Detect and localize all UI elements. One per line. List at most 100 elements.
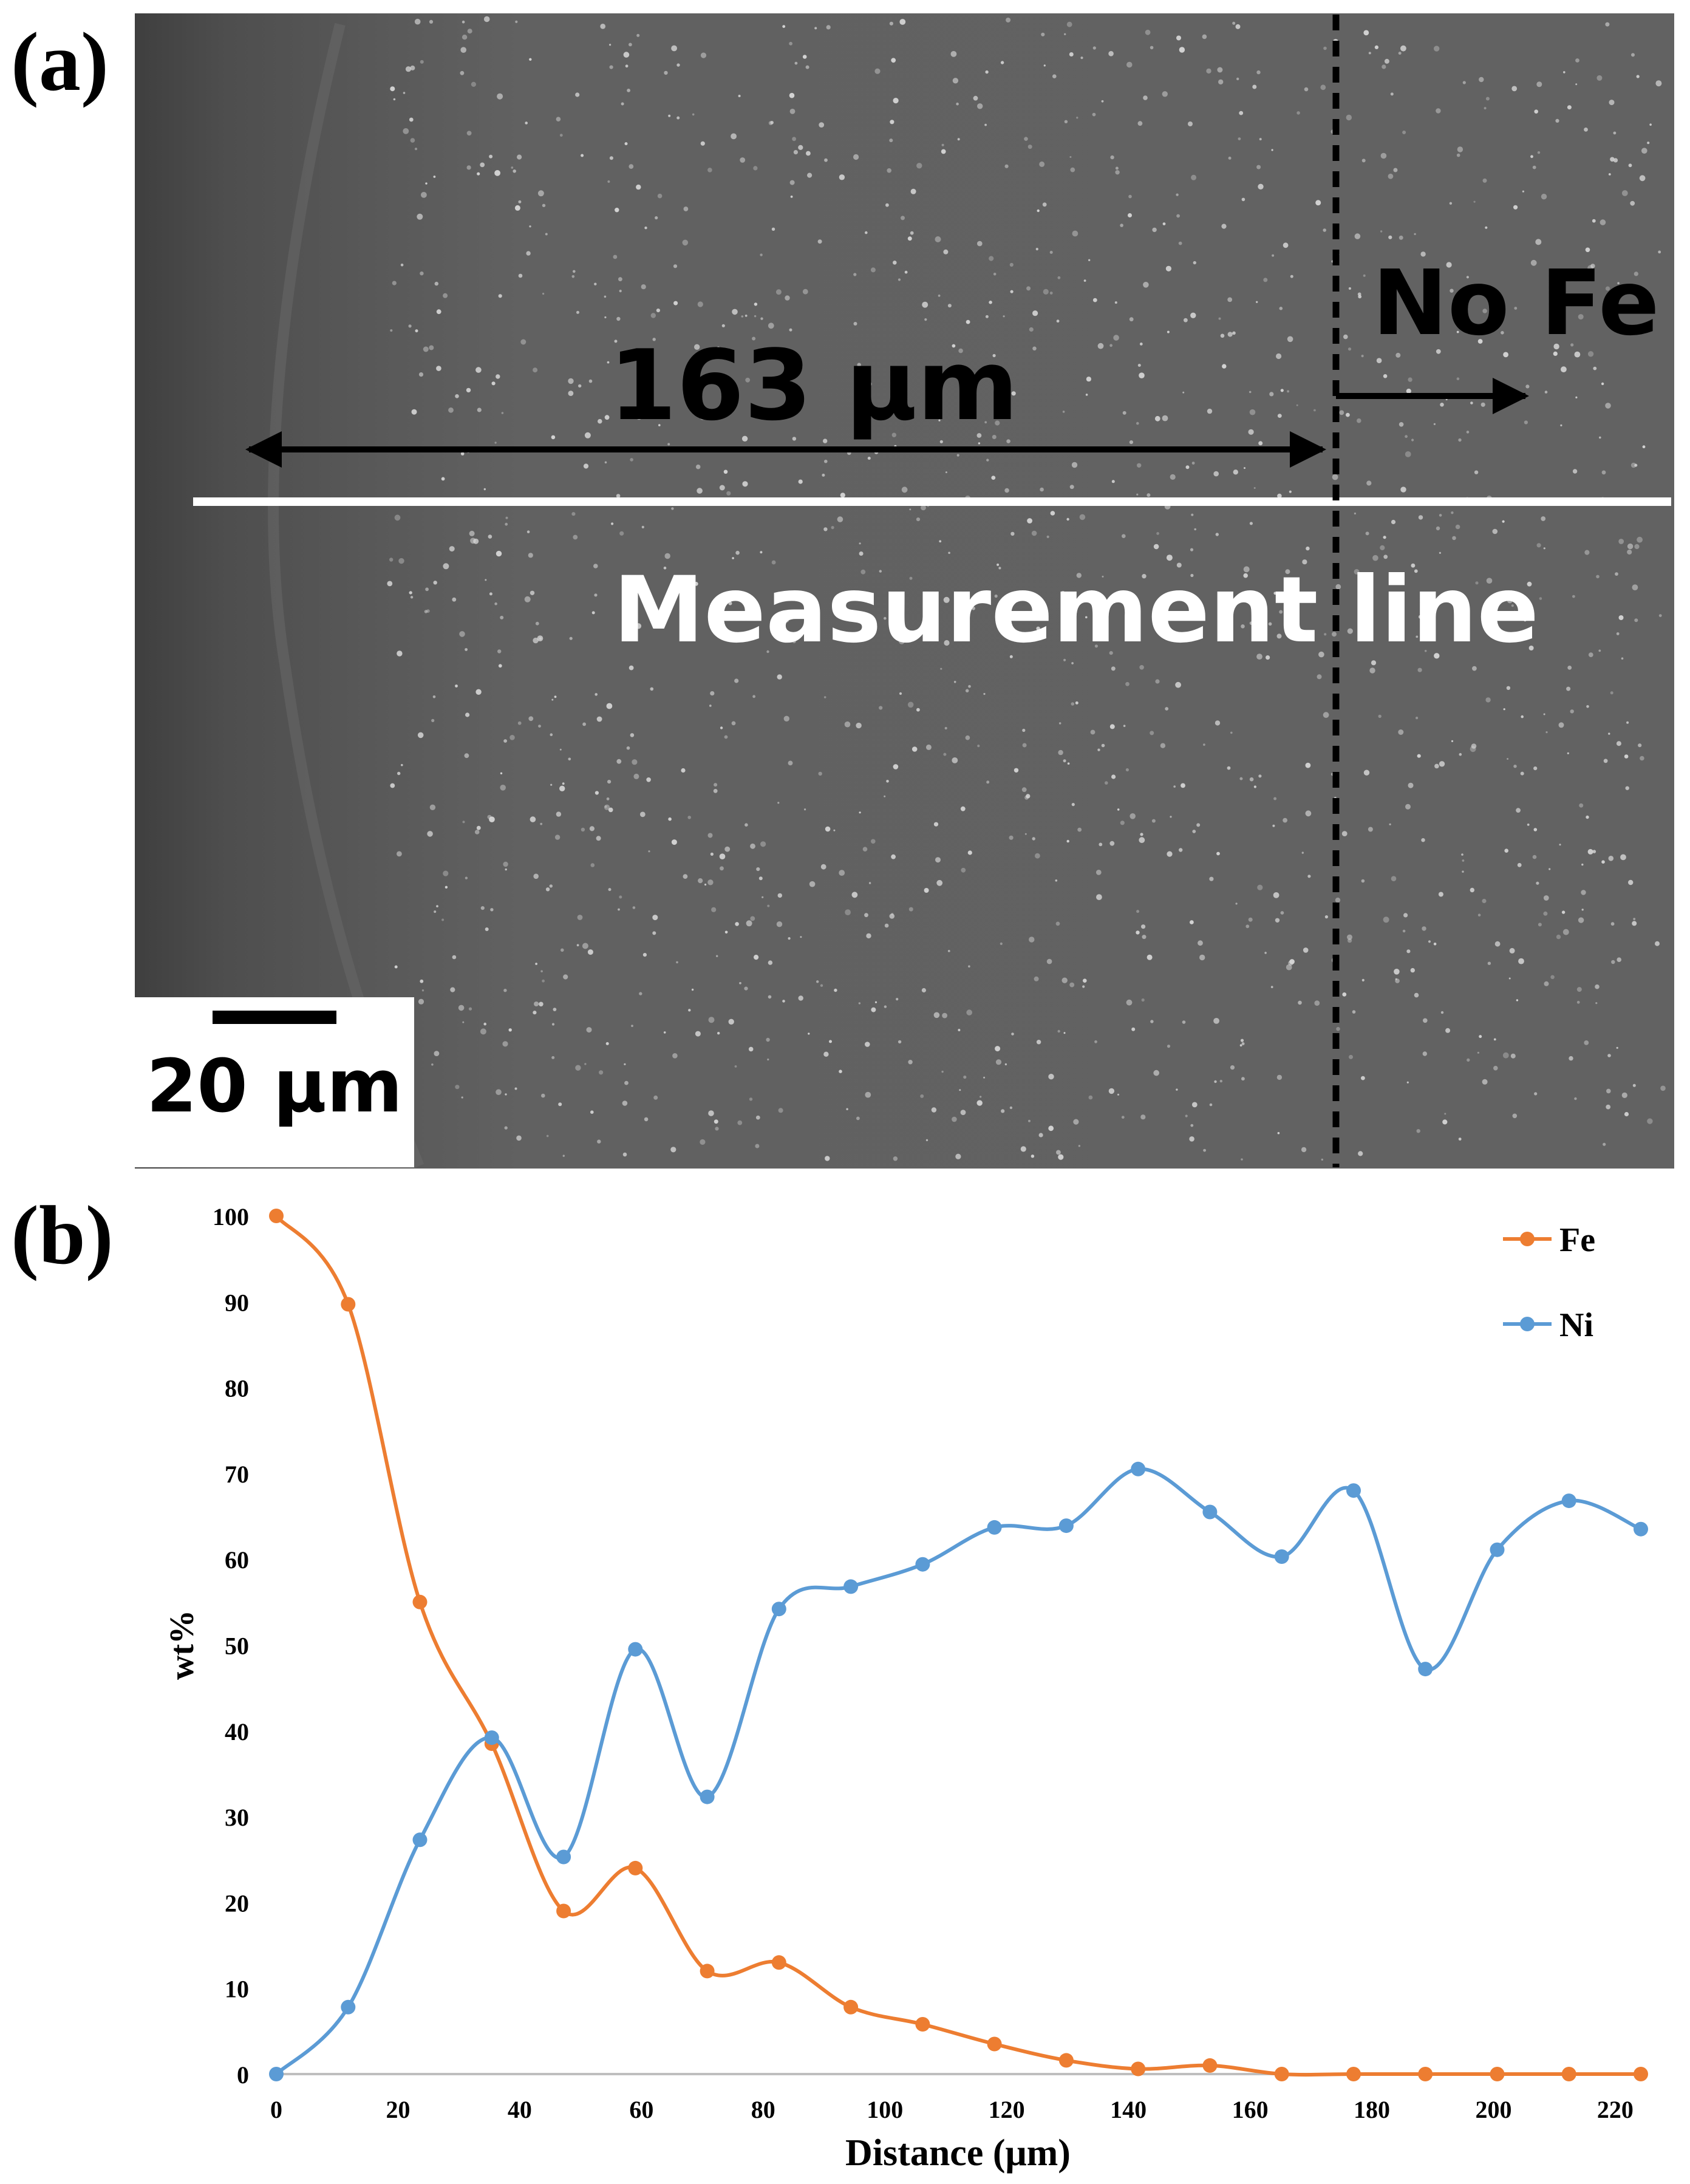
micrograph-speckle xyxy=(1442,1119,1448,1125)
micrograph-speckle xyxy=(1610,691,1613,695)
micrograph-speckle xyxy=(851,892,858,898)
micrograph-speckle xyxy=(1083,978,1087,983)
micrograph-speckle xyxy=(1182,1020,1186,1024)
micrograph-speckle xyxy=(884,616,887,620)
micrograph-speckle xyxy=(1461,853,1463,856)
micrograph-speckle xyxy=(1046,535,1049,539)
micrograph-speckle xyxy=(508,1028,512,1032)
micrograph-speckle xyxy=(756,867,760,872)
micrograph-speckle xyxy=(466,165,471,170)
micrograph-speckle xyxy=(950,51,957,57)
micrograph-speckle xyxy=(1056,1150,1061,1155)
micrograph-speckle xyxy=(390,783,395,788)
micrograph-speckle xyxy=(976,1100,983,1106)
micrograph-speckle xyxy=(1360,626,1365,630)
micrograph-speckle xyxy=(714,783,718,787)
micrograph-speckle xyxy=(641,284,646,290)
micrograph-speckle xyxy=(542,979,545,983)
micrograph-speckle xyxy=(1136,910,1140,913)
micrograph-speckle xyxy=(641,525,644,529)
panel-b: (b) 0 10 20 30 40 50 60 70 80 90 100 0 20 40 60 80 100 1… xyxy=(11,1189,1648,2174)
micrograph-speckle xyxy=(455,394,459,398)
micrograph-speckle xyxy=(673,264,678,268)
micrograph-speckle xyxy=(554,695,557,698)
micrograph-speckle xyxy=(1203,1148,1206,1152)
micrograph-speckle xyxy=(1581,909,1584,911)
micrograph-speckle xyxy=(1543,547,1545,550)
micrograph-speckle xyxy=(726,491,731,496)
series-layer xyxy=(269,1209,1648,2081)
micrograph xyxy=(135,13,1674,1169)
micrograph-speckle xyxy=(824,158,828,162)
micrograph-speckle xyxy=(1493,1038,1496,1041)
micrograph-speckle xyxy=(469,530,475,536)
micrograph-speckle xyxy=(420,60,424,64)
micrograph-speckle xyxy=(460,70,465,75)
micrograph-speckle xyxy=(1151,819,1156,823)
micrograph-speckles xyxy=(387,16,1666,1161)
micrograph-speckle xyxy=(1253,785,1256,788)
series-line-fe xyxy=(274,1215,1641,2077)
micrograph-speckle xyxy=(1230,731,1233,734)
micrograph-speckle xyxy=(1530,155,1533,159)
micrograph-speckle xyxy=(1021,787,1027,793)
data-point-fe xyxy=(987,2036,1002,2052)
micrograph-speckle xyxy=(798,479,803,484)
micrograph-speckle xyxy=(1439,551,1441,555)
micrograph-speckle xyxy=(1342,992,1347,997)
micrograph-speckle xyxy=(1296,111,1300,115)
micrograph-speckle xyxy=(859,551,864,556)
micrograph-speckle xyxy=(604,415,610,420)
micrograph-speckle xyxy=(550,733,553,736)
micrograph-speckle xyxy=(604,316,607,319)
micrograph-speckle xyxy=(1279,610,1283,614)
micrograph-speckle xyxy=(1456,153,1460,157)
micrograph-speckle xyxy=(1339,410,1344,415)
micrograph-speckle xyxy=(1305,810,1312,817)
micrograph-speckle xyxy=(1516,808,1521,813)
micrograph-speckle xyxy=(826,25,831,30)
micrograph-speckle xyxy=(1422,1051,1427,1056)
micrograph-speckle xyxy=(636,184,641,190)
micrograph-speckle xyxy=(1595,984,1600,989)
micrograph-speckle xyxy=(896,998,899,1001)
micrograph-speckle xyxy=(1621,657,1624,660)
micrograph-speckle xyxy=(533,637,539,644)
micrograph-speckle xyxy=(1560,424,1562,427)
micrograph-speckle xyxy=(752,614,758,619)
micrograph-speckle xyxy=(1301,1147,1307,1153)
micrograph-speckle xyxy=(1032,837,1035,841)
series-line-ni xyxy=(274,1467,1642,2076)
micrograph-speckle xyxy=(1332,632,1337,637)
data-point-ni xyxy=(341,1999,356,2015)
micrograph-speckle xyxy=(1120,821,1125,825)
micrograph-speckle xyxy=(800,936,802,938)
micrograph-speckle xyxy=(613,254,618,259)
micrograph-speckle xyxy=(920,1094,924,1098)
micrograph-speckle xyxy=(1041,32,1045,36)
micrograph-speckle xyxy=(710,691,715,696)
micrograph-speckle xyxy=(1248,917,1253,922)
micrograph-speckle xyxy=(1534,109,1538,114)
micrograph-speckle xyxy=(965,735,970,740)
micrograph-speckle xyxy=(483,16,490,22)
micrograph-speckle xyxy=(958,1029,961,1031)
micrograph-speckle xyxy=(1485,97,1490,101)
micrograph-speckle xyxy=(443,870,449,876)
micrograph-speckle xyxy=(625,64,629,68)
micrograph-speckle xyxy=(1236,77,1239,81)
micrograph-speckle xyxy=(870,267,876,273)
micrograph-speckle xyxy=(1111,774,1116,779)
micrograph-speckle xyxy=(1049,292,1053,295)
micrograph-speckle xyxy=(925,1139,928,1142)
micrograph-speckle xyxy=(1403,913,1408,918)
micrograph-speckle xyxy=(879,570,882,573)
micrograph-speckle xyxy=(1436,108,1441,114)
micrograph-speckle xyxy=(1615,572,1618,576)
micrograph-speckle xyxy=(1213,471,1219,477)
legend-marker-fe xyxy=(1520,1232,1535,1246)
micrograph-speckle xyxy=(653,1095,658,1100)
micrograph-speckle xyxy=(893,1156,898,1161)
micrograph-speckle xyxy=(768,121,773,126)
micrograph-speckle xyxy=(1416,1129,1420,1133)
